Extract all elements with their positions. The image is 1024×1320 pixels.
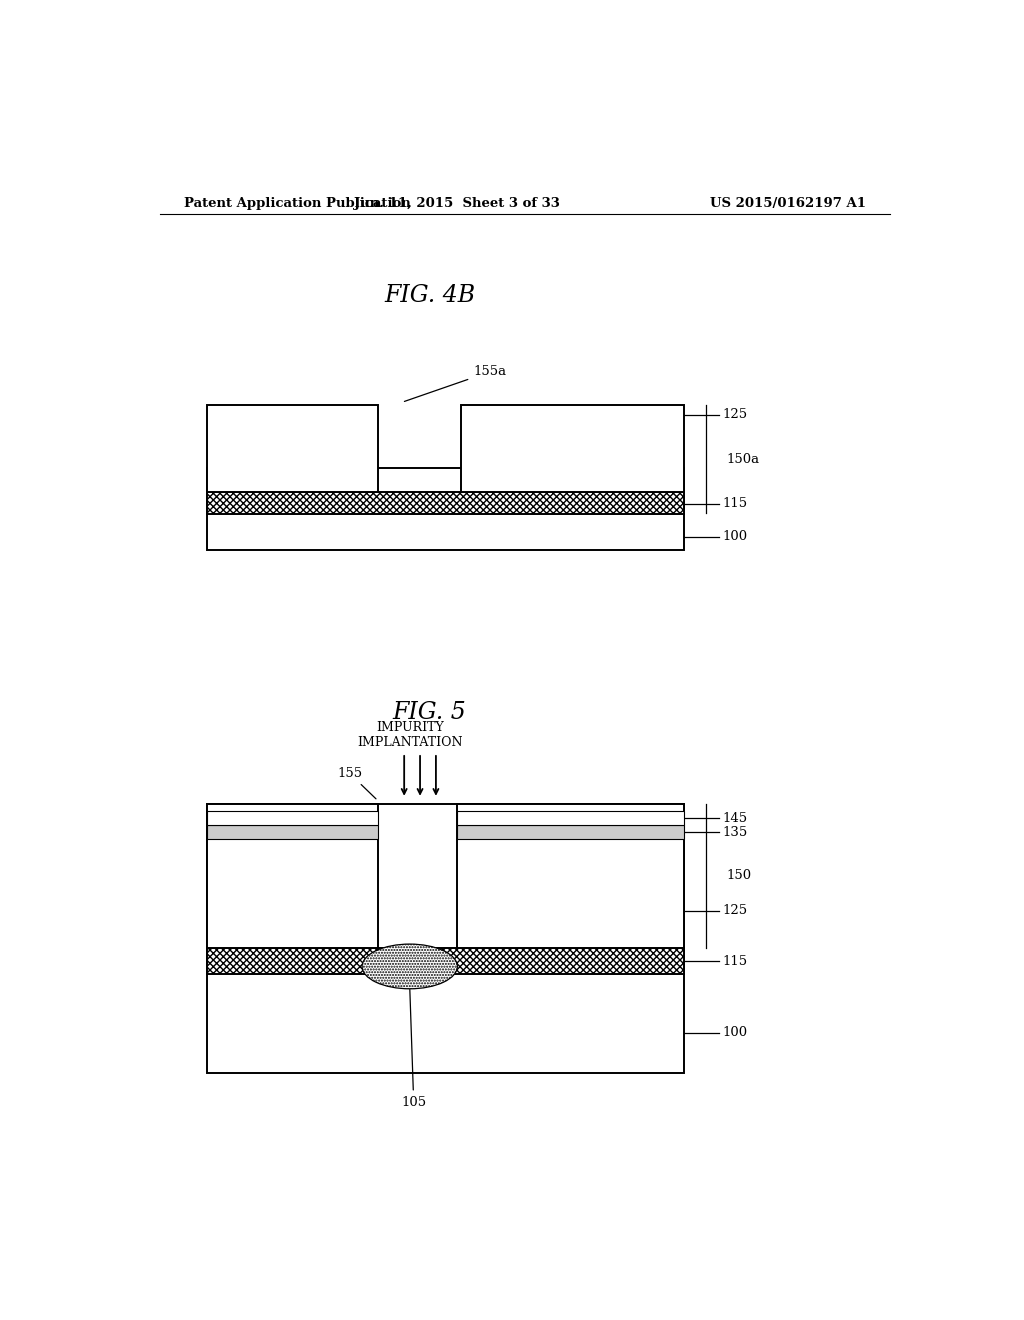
Bar [207,405,378,492]
Text: 150: 150 [726,870,752,883]
Text: 155a: 155a [404,366,506,401]
Bar [207,804,378,948]
Bar [458,825,684,840]
Text: FIG. 5: FIG. 5 [392,701,467,723]
Bar [207,469,684,549]
Text: 105: 105 [401,990,426,1109]
Bar [207,492,684,515]
Text: US 2015/0162197 A1: US 2015/0162197 A1 [710,197,866,210]
Bar [207,825,378,840]
Text: IMPURITY: IMPURITY [376,721,443,734]
Ellipse shape [362,944,458,989]
Text: IMPLANTATION: IMPLANTATION [357,737,463,750]
Text: Patent Application Publication: Patent Application Publication [183,197,411,210]
Text: 115: 115 [722,954,748,968]
Text: 135: 135 [722,826,748,838]
Bar [207,810,378,825]
Text: 125: 125 [722,904,748,917]
Bar [458,804,684,948]
Bar [207,948,684,974]
Text: 155: 155 [337,767,376,799]
Bar [458,810,684,825]
Bar [461,405,684,492]
Bar [207,804,684,1073]
Text: 125: 125 [722,408,748,421]
Text: 145: 145 [722,812,748,825]
Text: FIG. 4B: FIG. 4B [384,284,475,308]
Text: 115: 115 [722,498,748,511]
Text: 100: 100 [722,531,748,543]
Text: 100: 100 [722,1026,748,1039]
Text: Jun. 11, 2015  Sheet 3 of 33: Jun. 11, 2015 Sheet 3 of 33 [354,197,560,210]
Text: 150a: 150a [726,453,760,466]
